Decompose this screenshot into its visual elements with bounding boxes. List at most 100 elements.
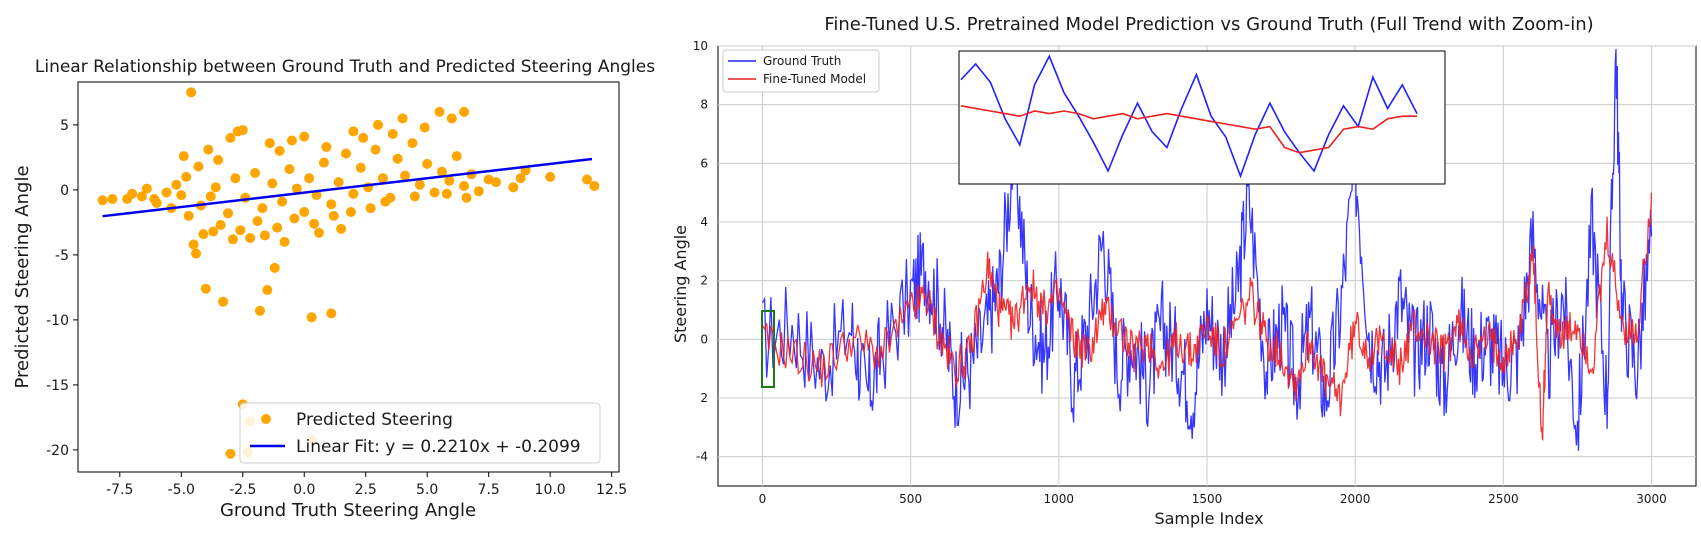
left-x-tick-label: -5.0: [168, 482, 195, 498]
left-y-tick-label: -15: [46, 378, 69, 394]
left-x-tick-label: 5.0: [416, 482, 438, 498]
right-x-tick-label: 1000: [1044, 492, 1075, 506]
right-legend: Ground Truth Fine-Tuned Model: [722, 49, 880, 93]
scatter-point-17: [237, 125, 248, 136]
scatter-point-107: [279, 236, 290, 247]
line-chart: Fine-Tuned U.S. Pretrained Model Predict…: [671, 14, 1697, 528]
scatter-point-93: [264, 138, 275, 149]
scatter-point-40: [545, 171, 556, 182]
scatter-point-11: [200, 283, 211, 294]
inset-ground-truth-line: [960, 54, 1418, 179]
scatter-point-67: [377, 173, 388, 184]
scatter-point-96: [358, 132, 369, 143]
scatter-point-33: [397, 113, 408, 124]
scatter-point-100: [141, 183, 152, 194]
scatter-point-99: [127, 188, 138, 199]
scatter-point-114: [515, 173, 526, 184]
scatter-point-86: [309, 218, 320, 229]
legend-marker-scatter: [261, 414, 271, 424]
zoom-inset-frame: [958, 50, 1446, 185]
left-chart-title: Linear Relationship between Ground Truth…: [35, 57, 655, 77]
scatter-point-76: [444, 175, 455, 186]
scatter-point-71: [407, 138, 418, 149]
scatter-point-12: [205, 191, 216, 202]
scatter-point-1: [107, 194, 118, 204]
scatter-point-50: [250, 168, 261, 178]
scatter-point-44: [176, 190, 187, 201]
right-x-ticks: 0 500 1000 1500 2000 2500 3000: [759, 492, 1667, 506]
scatter-point-115: [461, 192, 472, 203]
scatter-point-57: [304, 173, 315, 184]
scatter-point-103: [198, 229, 209, 240]
scatter-point-106: [259, 230, 270, 241]
scatter-point-75: [436, 166, 447, 177]
right-y-ticks: 10 8 6 4 2 0 2 -4: [693, 39, 708, 464]
left-legend: Predicted Steering Linear Fit: y = 0.221…: [239, 402, 601, 464]
scatter-point-89: [365, 203, 376, 214]
scatter-point-35: [459, 106, 470, 117]
scatter-point-85: [289, 213, 300, 224]
scatter-point-80: [473, 186, 484, 197]
scatter-point-64: [355, 162, 366, 173]
scatter-point-94: [299, 131, 310, 142]
inset-model-line: [960, 105, 1417, 154]
scatter-point-104: [227, 234, 238, 245]
left-x-tick-label: 0.0: [293, 482, 315, 498]
scatter-point-34: [434, 106, 445, 117]
scatter-point-55: [291, 183, 302, 194]
right-legend-box: [722, 49, 880, 93]
scatter-point-73: [422, 158, 433, 169]
scatter-point-102: [183, 210, 194, 221]
scatter-point-23: [286, 135, 297, 146]
left-y-ticks: 5 0 -5 -10 -15 -20: [46, 118, 78, 459]
scatter-point-105: [208, 226, 219, 237]
left-x-tick-label: 7.5: [478, 482, 500, 498]
scatter-point-88: [345, 207, 356, 217]
right-chart-title: Fine-Tuned U.S. Pretrained Model Predict…: [824, 14, 1593, 35]
scatter-point-78: [459, 181, 470, 191]
scatter-point-91: [193, 161, 204, 172]
right-x-tick-label: 2000: [1340, 492, 1371, 506]
left-marks: [97, 87, 600, 459]
zoom-inset-marks: [960, 54, 1418, 179]
right-y-tick-label: 0: [700, 332, 708, 346]
scatter-point-6: [171, 179, 182, 190]
right-x-tick-label: 2500: [1488, 492, 1519, 506]
scatter-point-32: [373, 119, 384, 130]
scatter-point-15: [225, 132, 236, 143]
left-x-axis-label: Ground Truth Steering Angle: [220, 500, 476, 521]
scatter-point-42: [589, 181, 600, 191]
scatter-point-46: [210, 182, 221, 193]
legend-label-ground-truth: Ground Truth: [763, 54, 841, 68]
left-y-tick-label: 0: [60, 183, 69, 199]
scatter-point-47: [223, 208, 234, 219]
left-y-axis-label: Predicted Steering Angle: [12, 165, 33, 388]
legend-label-model: Fine-Tuned Model: [763, 72, 866, 86]
scatter-point-28: [225, 448, 236, 459]
zoom-region-marker: [761, 310, 775, 388]
left-y-tick-label: -10: [46, 313, 69, 329]
scatter-point-25: [326, 308, 337, 319]
linear-fit-line: [102, 157, 593, 218]
legend-label-scatter: Predicted Steering: [296, 410, 453, 430]
scatter-point-98: [419, 122, 430, 133]
zoom-inset: [958, 50, 1446, 185]
left-x-tick-label: 10.0: [535, 482, 566, 498]
scatter-point-36: [446, 113, 457, 124]
scatter-point-83: [252, 216, 263, 227]
scatter-point-21: [269, 262, 280, 273]
right-x-tick-label: 3000: [1636, 492, 1667, 506]
scatter-point-22: [274, 145, 285, 156]
scatter-point-48: [230, 173, 241, 184]
scatter-point-41: [582, 174, 593, 185]
right-y-tick-label: 10: [693, 39, 708, 53]
legend-label-fit: Linear Fit: y = 0.2210x + -0.2099: [296, 437, 581, 457]
scatter-point-14: [218, 296, 229, 307]
scatter-point-43: [151, 197, 162, 208]
scatter-point-77: [451, 151, 462, 162]
scatter-point-24: [306, 312, 317, 323]
scatter-point-18: [245, 233, 256, 243]
scatter-point-51: [257, 203, 268, 214]
right-y-tick-label: 2: [700, 391, 708, 405]
right-x-tick-label: 500: [899, 492, 922, 506]
